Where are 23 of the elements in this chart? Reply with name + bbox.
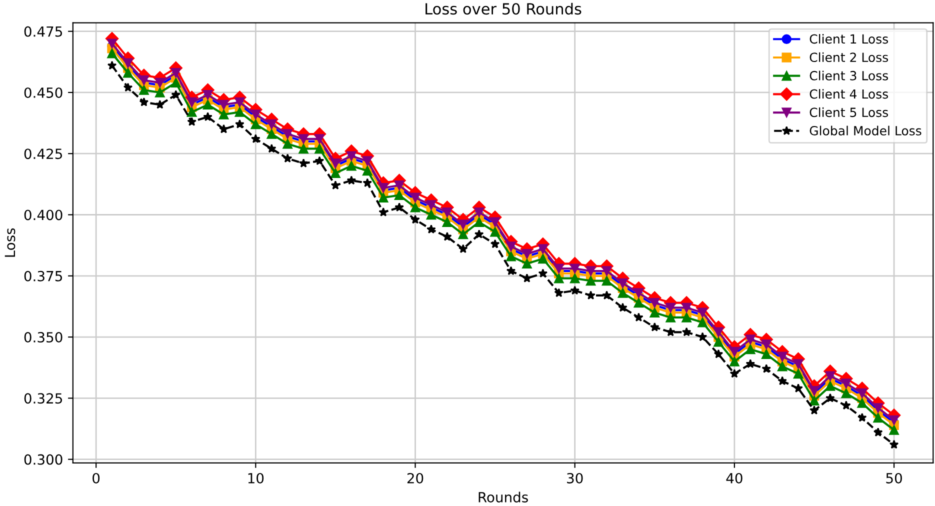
x-tick-label: 20 [407,472,424,484]
x-tick-label: 50 [886,472,902,484]
y-tick-label: 0.475 [24,26,62,37]
y-tick-label: 0.325 [24,393,62,404]
legend-label: Global Model Loss [810,126,922,136]
y-tick-label: 0.400 [24,210,62,220]
legend-label: Client 4 Loss [810,89,888,99]
legend-label: Client 2 Loss [810,52,888,62]
x-axis-title: Rounds [478,492,528,502]
x-tick-label: 40 [726,472,742,484]
y-tick-label: 0.425 [24,148,62,160]
legend-label: Client 1 Loss [810,34,888,44]
x-tick-label: 10 [248,472,264,484]
y-tick-label: 0.350 [24,332,62,343]
x-tick-label: 30 [567,472,583,484]
x-tick-label: 0 [92,472,100,484]
legend-label: Client 3 Loss [810,70,888,80]
legend-label: Client 5 Loss [810,107,888,118]
y-tick-label: 0.375 [24,270,62,282]
y-axis-title: Loss [4,228,16,257]
y-tick-label: 0.450 [24,87,62,98]
chart-title: Loss over 50 Rounds [426,2,582,15]
y-tick-label: 0.300 [24,454,62,465]
